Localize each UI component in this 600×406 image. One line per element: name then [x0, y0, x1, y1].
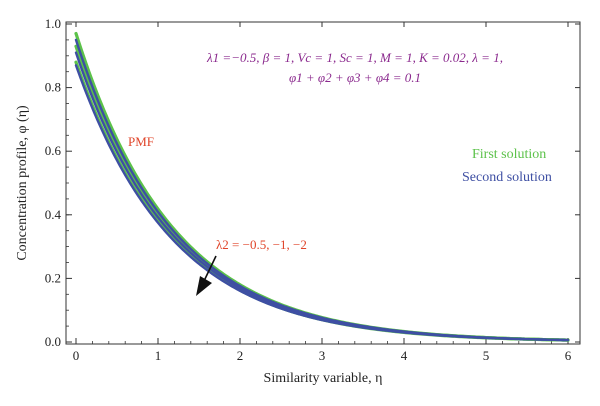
- legend-first-solution: First solution: [472, 147, 546, 162]
- legend-second-solution: Second solution: [462, 170, 552, 185]
- params-annotation-line2: φ1 + φ2 + φ3 + φ4 = 0.1: [289, 70, 421, 85]
- params-annotation-line1: λ1 =−0.5, β = 1, Vc = 1, Sc = 1, M = 1, …: [206, 50, 503, 65]
- y-tick-label: 0.0: [45, 334, 61, 349]
- y-tick-label: 1.0: [45, 16, 61, 31]
- second-solution-curve: [74, 64, 570, 342]
- x-tick-label: 3: [319, 348, 326, 363]
- pmf-label: PMF: [128, 134, 154, 149]
- y-axis: 0.0 0.2 0.4 0.6 0.8 1.0: [45, 16, 580, 349]
- x-axis-title: Similarity variable, η: [264, 371, 383, 386]
- series-group: [74, 31, 570, 342]
- y-tick-label: 0.2: [45, 270, 61, 285]
- y-tick-label: 0.4: [45, 207, 62, 222]
- y-axis-title: Concentration profile, φ (η): [15, 105, 30, 261]
- x-tick-label: 5: [483, 348, 490, 363]
- lambda2-arrow-head: [196, 276, 212, 296]
- x-tick-label: 0: [73, 348, 80, 363]
- lambda2-annotation: λ2 = −0.5, −1, −2: [216, 237, 307, 252]
- y-tick-label: 0.6: [45, 143, 62, 158]
- x-tick-label: 1: [155, 348, 162, 363]
- x-tick-label: 6: [565, 348, 572, 363]
- x-tick-label: 2: [237, 348, 244, 363]
- lambda2-arrow-shaft: [203, 255, 217, 282]
- x-tick-label: 4: [401, 348, 408, 363]
- y-tick-label: 0.8: [45, 80, 61, 95]
- first-solution-curve: [74, 44, 570, 342]
